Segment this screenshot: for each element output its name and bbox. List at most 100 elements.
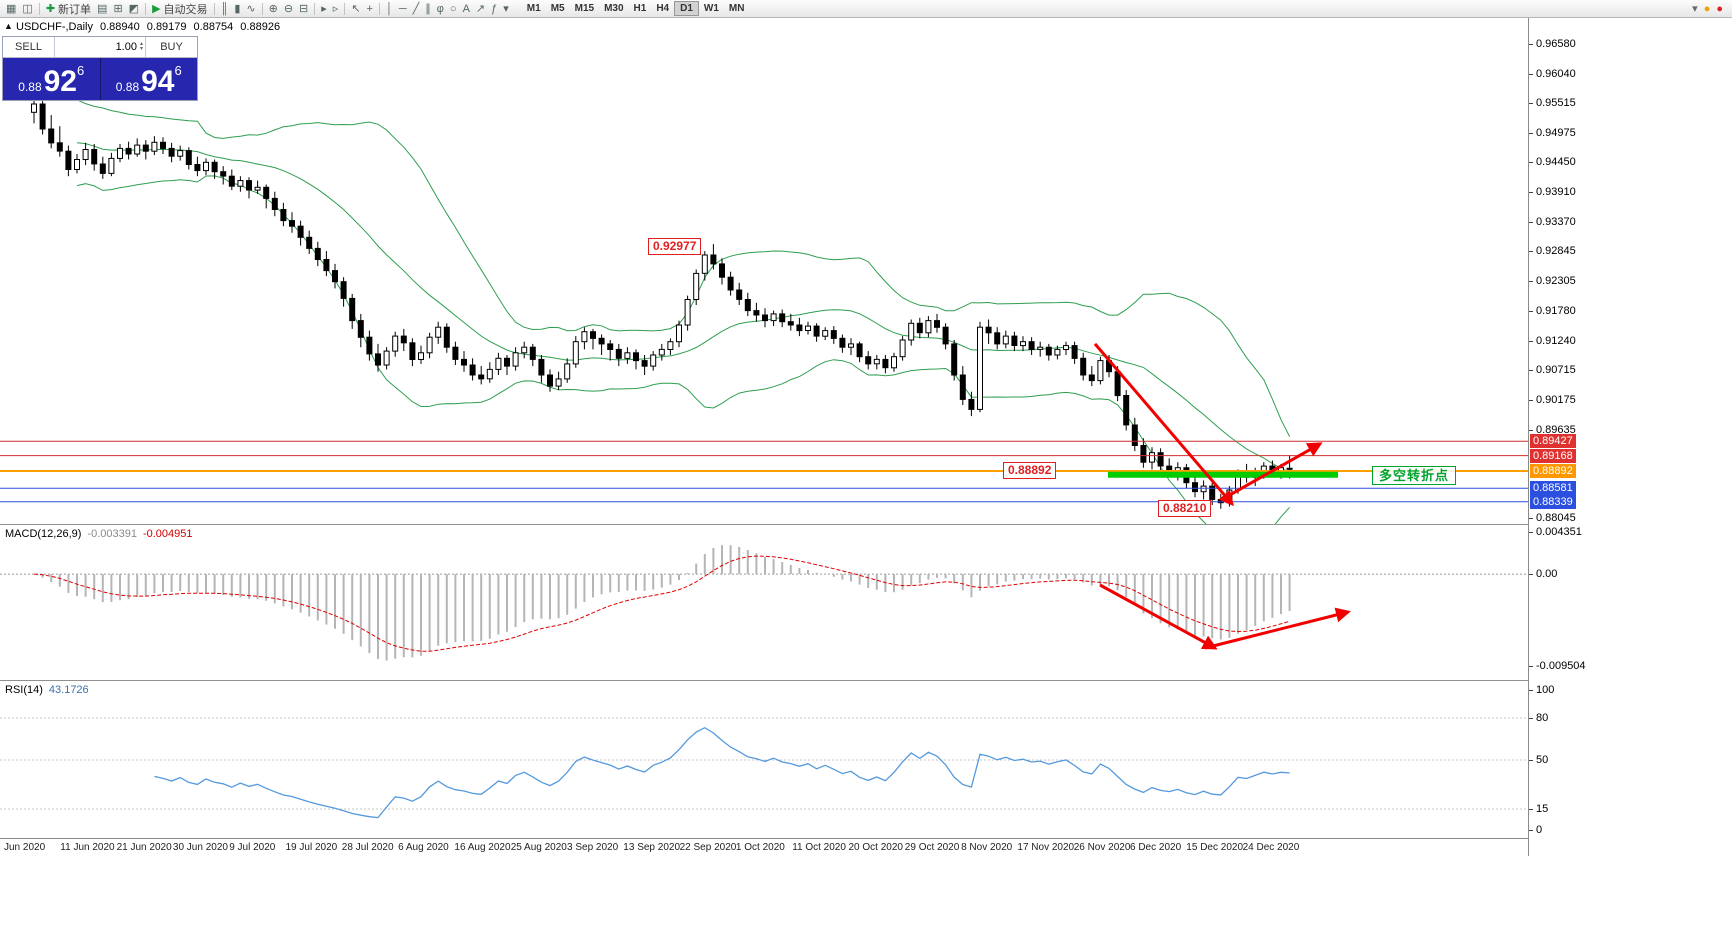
indicators-icon[interactable]: ƒ bbox=[491, 2, 498, 15]
volume-input[interactable]: 1.00 ▴ ▾ bbox=[55, 37, 145, 57]
rsi-tick-mark bbox=[1529, 760, 1533, 761]
timeframe-button-m15[interactable]: M15 bbox=[574, 3, 595, 14]
chart-profile-icon[interactable]: ▾ bbox=[1692, 2, 1698, 15]
price-annotation[interactable]: 0.88210 bbox=[1158, 500, 1212, 518]
macd-label: MACD(12,26,9) -0.003391 -0.004951 bbox=[5, 528, 193, 540]
shapes-icon[interactable]: ○ bbox=[449, 2, 457, 15]
date-tick-label: 15 Dec 2020 bbox=[1186, 842, 1244, 853]
price-tick-mark bbox=[1529, 251, 1533, 253]
volume-spinner[interactable]: ▴ ▾ bbox=[139, 41, 143, 52]
macd-signal-value: -0.004951 bbox=[142, 528, 193, 540]
price-tick-label: 0.96040 bbox=[1536, 68, 1576, 80]
rsi-name: RSI(14) bbox=[5, 684, 43, 696]
rsi-tick-mark bbox=[1529, 718, 1533, 719]
price-tick-label: 0.94450 bbox=[1536, 156, 1576, 169]
price-tick-mark bbox=[1529, 103, 1533, 105]
record-icon[interactable]: ● bbox=[1716, 2, 1723, 15]
buy-button[interactable]: BUY bbox=[145, 37, 197, 57]
price-level-label: 0.88339 bbox=[1530, 494, 1576, 509]
symbol-period-label: USDCHF-,Daily bbox=[16, 21, 93, 33]
date-tick-label: 17 Nov 2020 bbox=[1017, 842, 1075, 853]
fibonacci-icon[interactable]: φ bbox=[436, 2, 444, 15]
zoom-out-icon[interactable]: ⊖ bbox=[283, 2, 294, 15]
rsi-label: RSI(14) 43.1726 bbox=[5, 684, 89, 696]
arrow-object-icon[interactable]: ↗ bbox=[475, 2, 486, 15]
vertical-line-icon[interactable]: │ bbox=[385, 2, 393, 15]
date-tick-label: 26 Nov 2020 bbox=[1073, 842, 1131, 853]
buy-price-button[interactable]: 0.88 94 6 bbox=[101, 58, 198, 100]
panel-separator[interactable] bbox=[0, 680, 1528, 681]
price-tick-mark bbox=[1529, 310, 1533, 312]
timeframe-button-d1[interactable]: D1 bbox=[674, 1, 699, 16]
trendline-icon[interactable]: ╱ bbox=[412, 2, 420, 15]
data-window-icon[interactable]: ◫ bbox=[22, 2, 33, 15]
rsi-tick-mark bbox=[1529, 809, 1533, 810]
rsi-tick-label: 0 bbox=[1536, 824, 1543, 836]
ask-big-digits: 94 bbox=[141, 65, 175, 98]
timeframe-button-w1[interactable]: W1 bbox=[703, 3, 719, 14]
bar-chart-icon[interactable]: ║ bbox=[220, 2, 229, 15]
candlestick-chart-icon[interactable]: ▮ bbox=[234, 2, 241, 15]
market-watch-icon[interactable]: ▦ bbox=[6, 2, 17, 15]
auto-scroll-icon[interactable]: ▸ bbox=[321, 2, 327, 15]
horizontal-line-icon[interactable]: ─ bbox=[398, 2, 407, 15]
main-chart-canvas[interactable] bbox=[0, 18, 1528, 524]
one-click-trading-panel: SELL 1.00 ▴ ▾ BUY 0.88 92 6 0.88 94 6 bbox=[2, 36, 198, 101]
date-tick-label: 24 Dec 2020 bbox=[1242, 842, 1300, 853]
price-tick-mark bbox=[1529, 44, 1533, 45]
price-tick-label: 0.88045 bbox=[1536, 512, 1576, 524]
price-annotation[interactable]: 0.88892 bbox=[1003, 462, 1057, 479]
channel-icon[interactable]: ∥ bbox=[425, 2, 431, 15]
date-tick-label: 30 Jun 2020 bbox=[172, 842, 228, 853]
rsi-tick-mark bbox=[1529, 830, 1533, 831]
timeframe-button-h1[interactable]: H1 bbox=[633, 3, 647, 14]
timeframe-button-m30[interactable]: M30 bbox=[604, 3, 624, 14]
autotrading-button[interactable]: ▶ 自动交易 bbox=[152, 2, 208, 16]
price-axis[interactable]: 0.96580 0.96040 0.95515 0.94975 0.94450 0.939… bbox=[1529, 0, 1609, 941]
text-icon[interactable]: A bbox=[462, 2, 470, 15]
rsi-tick-mark bbox=[1529, 690, 1533, 691]
date-tick-label: 6 Dec 2020 bbox=[1130, 842, 1182, 853]
date-tick-label: 11 Oct 2020 bbox=[792, 842, 846, 853]
crosshair-icon[interactable]: + bbox=[366, 2, 373, 15]
rsi-panel-canvas[interactable] bbox=[0, 682, 1528, 838]
price-tick-mark bbox=[1529, 162, 1533, 164]
zoom-in-icon[interactable]: ⊕ bbox=[268, 2, 278, 15]
sell-price-button[interactable]: 0.88 92 6 bbox=[3, 58, 101, 100]
tile-windows-icon[interactable]: ⊟ bbox=[299, 2, 309, 15]
price-level-label: 0.88892 bbox=[1530, 464, 1576, 478]
macd-main-value: -0.003391 bbox=[87, 528, 137, 540]
price-annotation[interactable]: 0.92977 bbox=[648, 237, 702, 255]
timeframe-button-mn[interactable]: MN bbox=[728, 3, 745, 14]
timeframe-button-m5[interactable]: M5 bbox=[550, 3, 565, 14]
community-icon[interactable]: ● bbox=[1703, 2, 1711, 15]
macd-panel-canvas[interactable] bbox=[0, 526, 1528, 680]
macd-tick-mark bbox=[1529, 665, 1533, 667]
terminal-icon[interactable]: ⊞ bbox=[113, 2, 123, 15]
new-order-button[interactable]: ✚ 新订单 bbox=[45, 2, 92, 16]
price-tick-label: 0.93370 bbox=[1536, 216, 1576, 229]
date-tick-label: 6 Aug 2020 bbox=[398, 842, 449, 853]
strategy-tester-icon[interactable]: ◩ bbox=[128, 2, 140, 15]
sell-button[interactable]: SELL bbox=[3, 37, 55, 57]
panel-separator[interactable] bbox=[0, 524, 1528, 525]
macd-name: MACD(12,26,9) bbox=[5, 528, 82, 540]
collapse-panel-icon[interactable]: ▲ bbox=[4, 21, 13, 31]
price-tick-label: 0.92305 bbox=[1536, 275, 1576, 288]
line-chart-icon[interactable]: ∿ bbox=[246, 2, 256, 15]
chart-shift-icon[interactable]: ▹ bbox=[332, 2, 339, 15]
pivot-note-annotation[interactable]: 多空转折点 bbox=[1372, 466, 1457, 486]
macd-tick-label: 0.00 bbox=[1536, 568, 1558, 581]
price-tick-mark bbox=[1529, 74, 1533, 75]
date-tick-label: 9 Jul 2020 bbox=[229, 842, 276, 853]
price-tick-mark bbox=[1529, 133, 1533, 135]
chart-window-icon[interactable]: ▤ bbox=[97, 2, 108, 15]
rsi-value: 43.1726 bbox=[48, 684, 89, 696]
date-axis[interactable]: Jun 2020 11 Jun 2020 21 Jun 2020 30 Jun 202… bbox=[0, 838, 1528, 857]
timeframe-button-h4[interactable]: H4 bbox=[656, 3, 670, 14]
timeframe-button-m1[interactable]: M1 bbox=[526, 3, 541, 14]
date-tick-label: 13 Sep 2020 bbox=[623, 842, 681, 853]
low-value: 0.88754 bbox=[193, 21, 234, 33]
cursor-icon[interactable]: ↖ bbox=[351, 2, 361, 15]
indicators-dropdown-icon[interactable]: ▾ bbox=[503, 2, 509, 15]
